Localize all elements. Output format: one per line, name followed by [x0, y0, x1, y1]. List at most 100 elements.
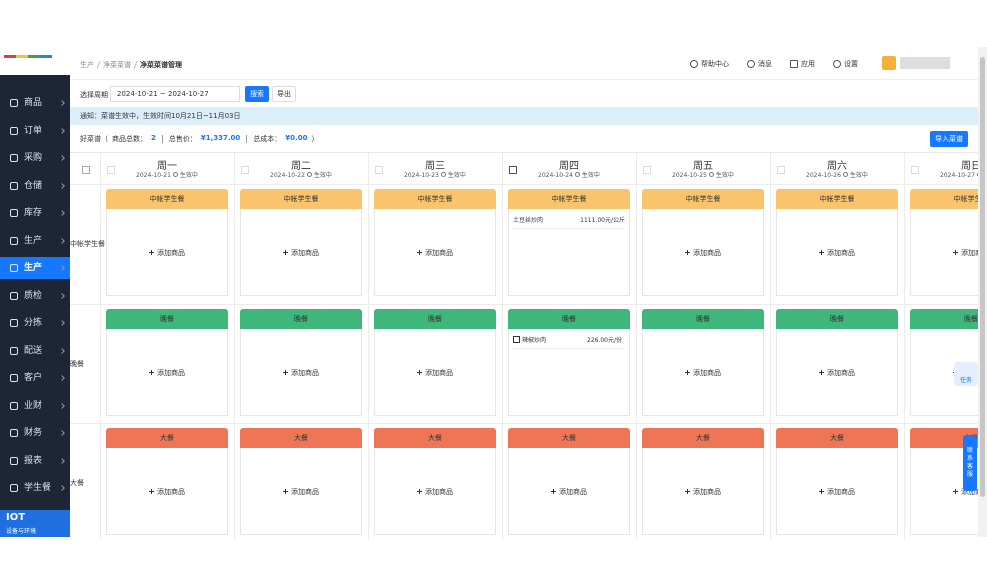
checkbox[interactable] — [241, 166, 249, 174]
add-item[interactable]: 添加商品 — [643, 487, 763, 497]
service-button[interactable]: 联系客服 — [963, 435, 977, 491]
checkbox[interactable] — [911, 166, 919, 174]
menu-item[interactable]: 生产 — [0, 230, 70, 252]
menu-item[interactable]: 分拣 — [0, 312, 70, 334]
row-label: 中帐学生餐 — [70, 239, 105, 248]
day-date: 2024-10-27 — [940, 172, 975, 179]
meal-cell: 添加商品 — [776, 209, 898, 296]
menu-item[interactable]: 库存 — [0, 202, 70, 224]
menu-text: 商品 — [24, 98, 43, 108]
checkbox[interactable] — [777, 166, 785, 174]
plus-icon — [953, 488, 958, 494]
menu-item[interactable]: 财务 — [0, 422, 70, 444]
add-item[interactable]: 添加商品 — [107, 368, 227, 378]
checkbox[interactable] — [643, 166, 651, 174]
meal-cell: 添加商品 — [374, 448, 496, 535]
menu-arrow — [59, 182, 65, 189]
meal-cell: 添加商品 — [106, 209, 228, 296]
add-text: 添加商品 — [291, 368, 319, 377]
plus-icon — [283, 488, 288, 494]
scroll-thumb[interactable] — [980, 57, 985, 497]
add-item[interactable]: 添加商品 — [375, 248, 495, 258]
add-text: 添加商品 — [827, 487, 855, 496]
add-text: 添加商品 — [157, 368, 185, 377]
dish-checkbox[interactable] — [513, 336, 520, 343]
menu-item[interactable]: 报表 — [0, 450, 70, 472]
header-action[interactable]: 应用 — [790, 59, 815, 69]
iot-subtitle: 设备与环境 — [6, 528, 37, 535]
checkbox[interactable] — [107, 166, 115, 174]
day-status: 生效中 — [849, 172, 868, 179]
add-text: 添加商品 — [425, 248, 453, 257]
day-name: 周二 — [291, 161, 311, 172]
menu-arrow — [59, 402, 65, 409]
meal-cell: 添加商品 — [240, 209, 362, 296]
header: 生产 净菜菜谱 净菜菜谱管理 帮助中心 消息 应用 设置 — [70, 47, 978, 80]
import-button[interactable]: 导入菜谱 — [930, 131, 968, 147]
row-label: 大餐 — [70, 478, 84, 487]
meal-bar: 大餐 — [508, 428, 630, 448]
plus-icon — [819, 369, 824, 375]
menu-icon — [10, 209, 18, 217]
add-item[interactable]: 添加商品 — [643, 368, 763, 378]
menu-item[interactable]: 配送 — [0, 340, 70, 362]
crumb: 净菜菜谱管理 — [140, 61, 182, 69]
meal-cell: 添加商品 — [374, 329, 496, 416]
add-item[interactable]: 添加商品 — [375, 487, 495, 497]
checkbox[interactable] — [82, 166, 90, 174]
user-name-blur — [900, 57, 950, 69]
menu-item[interactable]: 订单 — [0, 120, 70, 142]
add-item[interactable]: 添加商品 — [107, 248, 227, 258]
plus-icon — [417, 249, 422, 255]
add-item[interactable]: 添加商品 — [777, 248, 897, 258]
menu-item[interactable]: 采购 — [0, 147, 70, 169]
add-item[interactable]: 添加商品 — [777, 487, 897, 497]
menu-item[interactable]: 质检 — [0, 285, 70, 307]
status-icon — [574, 172, 580, 177]
header-action[interactable]: 帮助中心 — [690, 59, 729, 69]
menu-item[interactable]: 商品 — [0, 92, 70, 114]
export-button[interactable]: 导出 — [272, 86, 296, 102]
add-item[interactable]: 添加商品 — [241, 487, 361, 497]
add-item[interactable]: 添加商品 — [777, 368, 897, 378]
summary-separator — [246, 135, 248, 143]
meal-bar: 晚餐 — [106, 309, 228, 329]
search-button[interactable]: 搜索 — [245, 86, 269, 102]
menu-item[interactable]: 学生餐 — [0, 477, 70, 499]
plus-icon — [149, 369, 154, 375]
menu-item[interactable]: 生产 — [0, 257, 70, 279]
checkbox[interactable] — [509, 166, 517, 174]
scrollbar[interactable] — [978, 47, 987, 537]
add-item[interactable]: 添加商品 — [107, 487, 227, 497]
menu-item[interactable]: 业财 — [0, 395, 70, 417]
iot-panel[interactable]: IOT 设备与环境 — [0, 510, 70, 537]
add-item[interactable]: 添加商品 — [509, 487, 629, 497]
action-text: 应用 — [801, 60, 815, 68]
header-action[interactable]: 消息 — [747, 59, 772, 69]
plus-icon — [417, 369, 422, 375]
meal-bar: 晚餐 — [910, 309, 978, 329]
crumb[interactable]: 生产 — [80, 61, 94, 69]
menu-item[interactable]: 客户 — [0, 367, 70, 389]
row-line — [70, 184, 978, 185]
task-button[interactable]: 任务 — [954, 362, 978, 386]
checkbox[interactable] — [375, 166, 383, 174]
add-item[interactable]: 添加商品 — [241, 368, 361, 378]
dish-left: 土豆丝炒肉 — [513, 215, 543, 224]
add-item[interactable]: 添加商品 — [375, 368, 495, 378]
add-item[interactable]: 添加商品 — [911, 487, 978, 497]
menu-item[interactable]: 仓储 — [0, 175, 70, 197]
crumb[interactable]: 净菜菜谱 — [103, 61, 131, 69]
add-item[interactable]: 添加商品 — [911, 248, 978, 258]
menu-text: 学生餐 — [24, 483, 52, 493]
add-item[interactable]: 添加商品 — [643, 248, 763, 258]
date-range[interactable]: 2024-10-21 ~ 2024-10-27 — [110, 86, 240, 102]
meal-cell: 添加商品 — [106, 448, 228, 535]
header-action[interactable]: 设置 — [833, 59, 858, 69]
add-text: 添加商品 — [425, 487, 453, 496]
menu-text: 业财 — [24, 400, 43, 411]
meal-bar: 晚餐 — [776, 309, 898, 329]
action-icon — [747, 60, 755, 68]
avatar[interactable] — [882, 56, 896, 70]
add-item[interactable]: 添加商品 — [241, 248, 361, 258]
